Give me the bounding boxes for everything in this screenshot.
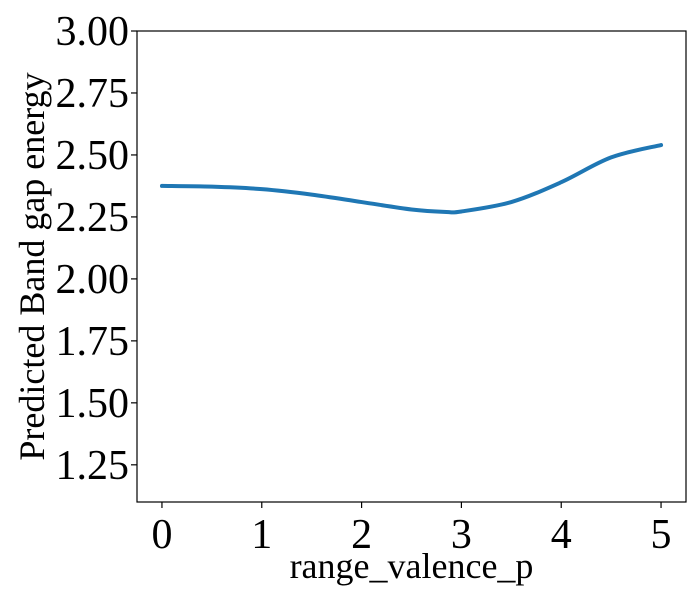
y-tick-label: 1.75 [56, 319, 130, 365]
y-tick-label: 2.50 [56, 133, 130, 179]
x-tick-label: 4 [551, 512, 572, 558]
axes-frame [136, 30, 687, 503]
y-axis-label: Predicted Band gap energy [12, 72, 52, 460]
plot-area [159, 143, 664, 215]
x-tick-label: 5 [651, 512, 672, 558]
y-tick-label: 1.25 [56, 443, 130, 489]
x-axis-label: range_valence_p [290, 546, 534, 586]
series-line [159, 143, 664, 215]
y-tick-label: 3.00 [56, 9, 130, 55]
y-tick-label: 2.25 [56, 195, 130, 241]
x-tick-label: 0 [151, 512, 172, 558]
x-tick-label: 1 [251, 512, 272, 558]
x-tick-label: 2 [351, 512, 372, 558]
y-tick-label: 2.00 [56, 257, 130, 303]
y-axis: 1.25 1.50 1.75 2.00 2.25 2.50 2.75 3.00 [56, 9, 137, 489]
x-tick-label: 3 [451, 512, 472, 558]
y-tick-label: 1.50 [56, 381, 130, 427]
y-tick-label: 2.75 [56, 71, 130, 117]
x-axis: 0 1 2 3 4 5 [151, 502, 672, 558]
